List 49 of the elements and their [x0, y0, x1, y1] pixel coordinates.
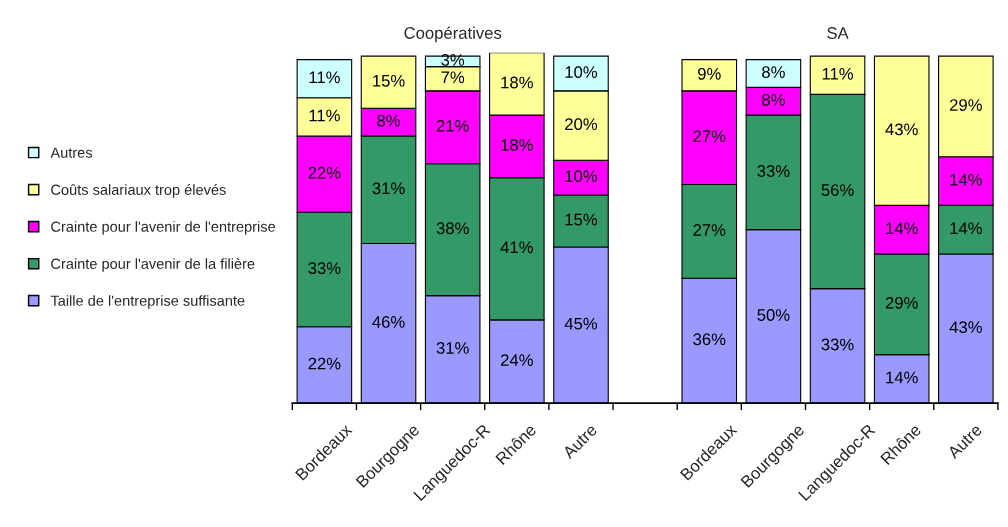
data-label: 22%	[308, 357, 341, 370]
data-label: 38%	[436, 222, 469, 235]
data-label: 9%	[698, 67, 721, 80]
data-label: 11%	[309, 71, 340, 84]
data-label: 7%	[441, 71, 465, 84]
data-label: 11%	[309, 109, 340, 122]
data-label: 43%	[885, 123, 918, 136]
data-label: 14%	[950, 173, 982, 186]
data-label: 18%	[501, 76, 533, 89]
data-label: 33%	[308, 262, 341, 275]
legend-label: Autres	[50, 147, 93, 158]
data-label: 21%	[436, 119, 469, 132]
data-label: 15%	[373, 74, 405, 87]
data-label: 8%	[762, 93, 785, 106]
data-label: 33%	[757, 165, 790, 177]
data-label: 33%	[821, 338, 854, 351]
data-label: 11%	[822, 68, 854, 80]
data-label: 8%	[377, 114, 400, 127]
data-label: 8%	[762, 66, 785, 78]
legend-label: Crainte pour l'avenir de la filière	[51, 258, 255, 272]
data-label: 18%	[501, 139, 533, 151]
data-label: 50%	[757, 309, 790, 321]
data-label: 46%	[372, 316, 405, 328]
data-label: 14%	[886, 222, 918, 235]
legend-label: Crainte pour l'avenir de l'entreprise	[51, 221, 276, 235]
data-label: 14%	[886, 371, 918, 384]
data-label: 43%	[949, 321, 982, 334]
data-label: 27%	[693, 224, 726, 236]
data-label: 36%	[693, 333, 726, 346]
data-label: 15%	[565, 213, 598, 226]
data-label: 22%	[308, 166, 341, 179]
data-label: 29%	[885, 296, 918, 309]
data-label: 29%	[950, 99, 982, 111]
data-label: 41%	[500, 241, 533, 254]
text: Coopératives	[404, 26, 502, 43]
text: SA	[827, 27, 849, 39]
legend-label: Taille de l'entreprise suffisante	[50, 295, 245, 309]
data-label: 31%	[372, 182, 405, 195]
data-label: 27%	[693, 130, 726, 143]
data-label: 45%	[564, 317, 598, 330]
data-label: 14%	[950, 222, 982, 235]
data-label: 31%	[436, 342, 469, 354]
data-label: 20%	[565, 118, 598, 131]
data-label: 56%	[821, 184, 854, 196]
data-label: 3%	[441, 54, 465, 66]
data-label: 24%	[500, 354, 533, 366]
data-label: 10%	[565, 66, 598, 78]
legend-label: Coûts salariaux trop élevés	[51, 184, 226, 198]
data-label: 10%	[565, 170, 598, 183]
